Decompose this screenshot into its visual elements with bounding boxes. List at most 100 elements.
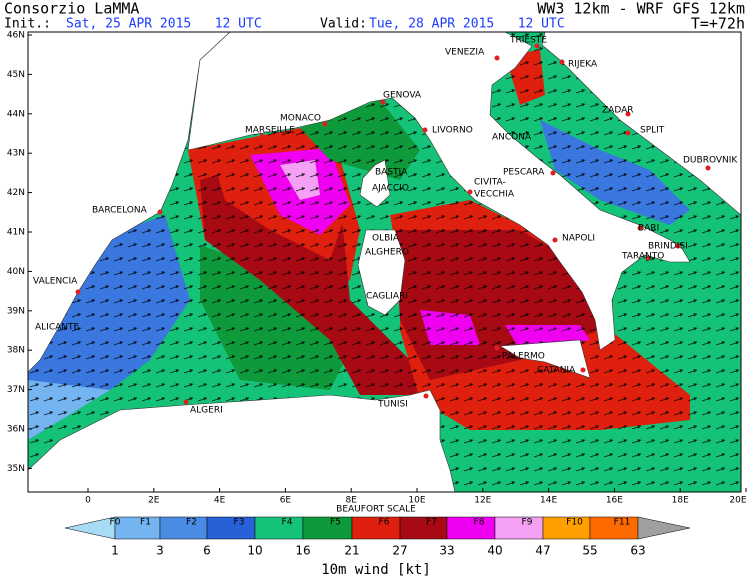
city-dot: [580, 367, 586, 373]
city-dot: [494, 345, 500, 351]
lon-label: 16E: [606, 496, 623, 506]
lat-label: 45N: [7, 70, 25, 80]
force-label: F9: [522, 518, 533, 528]
lon-label: 14E: [540, 496, 557, 506]
city-label: BARCELONA: [92, 206, 148, 216]
land: [28, 32, 741, 492]
city-label: CATANIA: [537, 366, 576, 376]
color-segment: [446, 516, 496, 540]
map: [28, 32, 741, 492]
city-dot: [423, 393, 429, 399]
city-dot: [467, 189, 473, 195]
speed-label: 63: [630, 544, 645, 558]
city-label: TRIESTE: [509, 36, 547, 46]
lat-label: 43N: [7, 149, 25, 159]
city-dot: [645, 255, 651, 261]
lon-label: 2E: [148, 496, 160, 506]
lon-label: 18E: [672, 496, 689, 506]
force-label: F11: [614, 518, 631, 528]
city-dot: [552, 237, 558, 243]
city-dot: [675, 243, 681, 249]
city-label: TUNISI: [377, 400, 408, 410]
model: WW3 12km - WRF GFS 12km: [537, 0, 745, 18]
lat-label: 41N: [7, 228, 25, 238]
legend-title: BEAUFORT SCALE: [336, 505, 416, 515]
city-dot: [380, 99, 386, 105]
city-dot: [625, 111, 631, 117]
init-value: Sat, 25 APR 2015 12 UTC: [66, 17, 262, 32]
lat-label: 36N: [7, 425, 25, 435]
city-label: BARI: [638, 224, 659, 234]
force-label: F4: [282, 518, 293, 528]
force-label: F7: [426, 518, 437, 528]
lat-label: 42N: [7, 188, 25, 198]
lon-label: 8E: [345, 496, 357, 506]
color-segment: [399, 516, 448, 540]
force-label: F6: [379, 518, 390, 528]
lead-time: T=+72h: [691, 15, 745, 33]
color-segment: [302, 516, 353, 540]
city-label: DUBROVNIK: [683, 156, 738, 166]
legend-caption: 10m wind [kt]: [321, 562, 431, 578]
lat-label: 38N: [7, 346, 25, 356]
speed-label: 47: [535, 544, 550, 558]
city-label: CIVITA-: [474, 178, 506, 188]
lat-label: 35N: [7, 464, 25, 474]
lat-label: 37N: [7, 385, 25, 395]
speed-label: 3: [156, 544, 164, 558]
lat-label: 46N: [7, 31, 25, 41]
color-segment: [64, 516, 116, 540]
valid-label: Valid:: [320, 17, 367, 32]
city-label: BRINDISI: [648, 242, 688, 252]
lat-label: 40N: [7, 267, 25, 277]
speed-label: 6: [203, 544, 211, 558]
city-dot: [157, 209, 163, 215]
title: Consorzio LaMMA: [4, 0, 139, 18]
city-dot: [705, 165, 711, 171]
lon-label: 10E: [408, 496, 425, 506]
color-segment: [206, 516, 256, 540]
city-label: CAGLIARI: [366, 292, 408, 302]
city-label: PALERMO: [502, 352, 545, 362]
lon-label: 4E: [214, 496, 226, 506]
city-dot: [494, 55, 500, 61]
city-label: AJACCIO: [372, 184, 409, 194]
city-label: LIVORNO: [432, 126, 473, 136]
city-dot: [559, 59, 565, 65]
city-label: NAPOLI: [562, 234, 595, 244]
city-label: RIJEKA: [568, 60, 598, 70]
lat-label: 44N: [7, 109, 25, 119]
city-label: PESCARA: [503, 168, 545, 178]
city-label: ANCONA: [492, 133, 532, 143]
lat-label: 39N: [7, 306, 25, 316]
city-label: ALGERI: [190, 406, 223, 416]
city-label: ALICANTE: [35, 323, 79, 333]
speed-label: 40: [487, 544, 502, 558]
speed-label: 55: [582, 544, 597, 558]
color-segment: [637, 516, 691, 540]
axes: 46N 45N 44N 43N 42N 41N 40N 39N 38N 37N 36N 35N 0 2E 4…: [7, 31, 747, 506]
city-dot: [550, 170, 556, 176]
city-dot: [534, 43, 540, 49]
force-label: F0: [110, 518, 121, 528]
speed-label: 27: [392, 544, 407, 558]
city-label: VENEZIA: [445, 48, 485, 58]
legend: BEAUFORT SCALE 10m wind [kt] F0 F1 F2 F3 F4 F…: [64, 505, 691, 578]
city-dot: [183, 399, 189, 405]
city-label: ALGHERO: [365, 248, 409, 258]
speed-label: 33: [439, 544, 454, 558]
city-label: VALENCIA: [33, 277, 78, 287]
speed-label: 16: [295, 544, 310, 558]
speed-label: 21: [344, 544, 359, 558]
city-label: VECCHIA: [474, 190, 515, 200]
city-label: SPLIT: [640, 126, 665, 136]
init-label: Init.:: [4, 17, 51, 32]
city-label: ZADAR: [602, 106, 634, 116]
speed-label: 10: [247, 544, 262, 558]
cities: TRIESTE VENEZIA RIJEKA GENOVA MONACO MARSEILL…: [33, 36, 738, 416]
force-label: F2: [186, 518, 197, 528]
force-label: F1: [140, 518, 151, 528]
speed-label: 1: [111, 544, 119, 558]
force-label: F5: [330, 518, 341, 528]
city-label: MARSEILLE: [245, 126, 295, 136]
